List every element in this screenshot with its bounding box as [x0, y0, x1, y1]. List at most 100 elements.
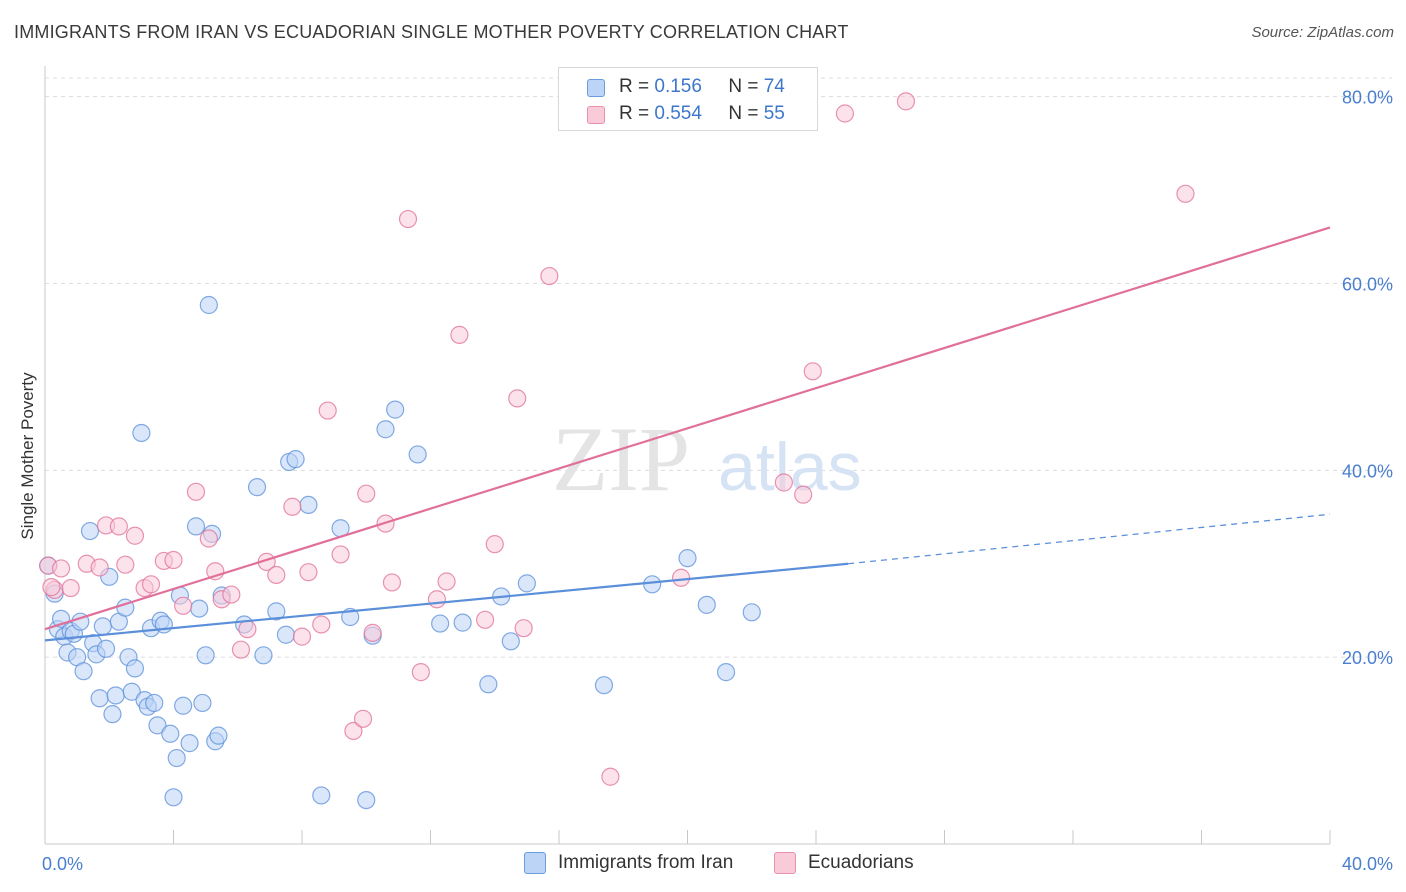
point-ecuadorians	[231, 640, 251, 659]
legend-r-label: R =	[619, 103, 650, 124]
tick-labels: 20.0% 40.0% 60.0% 80.0% 0.0% 40.0%	[42, 88, 1393, 874]
point-iran	[209, 726, 228, 745]
point-iran	[167, 748, 186, 768]
point-iran	[103, 705, 122, 724]
point-iran	[376, 420, 395, 439]
point-iran	[132, 423, 151, 443]
point-ecuadorians	[476, 610, 495, 629]
point-ecuadorians	[450, 325, 469, 344]
point-ecuadorians	[164, 550, 183, 570]
point-iran	[90, 689, 109, 708]
point-ecuadorians	[671, 568, 691, 587]
point-iran	[161, 724, 180, 743]
point-iran	[267, 602, 286, 621]
legend-swatch-ecuadorians	[587, 106, 605, 124]
point-ecuadorians	[357, 484, 376, 503]
point-ecuadorians	[398, 209, 418, 229]
point-iran	[145, 693, 164, 713]
legend-n-value: 55	[763, 103, 785, 124]
point-ecuadorians	[896, 92, 916, 111]
point-ecuadorians	[125, 526, 145, 545]
point-ecuadorians	[42, 578, 61, 597]
point-ecuadorians	[109, 517, 128, 536]
point-iran	[678, 549, 697, 568]
point-ecuadorians	[318, 401, 337, 420]
point-iran	[742, 603, 761, 622]
watermark-zip: ZIP	[552, 408, 690, 510]
point-iran	[643, 575, 662, 594]
point-iran	[276, 625, 296, 644]
point-ecuadorians	[186, 482, 206, 501]
point-ecuadorians	[1176, 184, 1195, 203]
trend-lines	[44, 226, 1331, 642]
point-ecuadorians	[283, 497, 302, 516]
point-iran	[148, 716, 167, 735]
point-iran	[716, 663, 736, 682]
point-iran	[199, 295, 218, 315]
point-ecuadorians	[312, 615, 331, 634]
point-ecuadorians	[437, 572, 456, 591]
point-ecuadorians	[427, 590, 447, 609]
point-iran	[190, 599, 209, 618]
point-ecuadorians	[51, 559, 71, 578]
point-ecuadorians	[485, 535, 504, 554]
point-iran	[357, 790, 376, 810]
trend-line-iran-extrapolated	[848, 513, 1331, 565]
point-iran	[254, 646, 273, 665]
point-iran	[122, 682, 141, 701]
point-ecuadorians	[803, 362, 822, 381]
point-ecuadorians	[61, 578, 80, 598]
point-ecuadorians	[382, 573, 402, 592]
y-tick-label: 80.0%	[1342, 88, 1393, 108]
point-ecuadorians	[222, 585, 241, 604]
point-ecuadorians	[363, 623, 382, 642]
trend-line-ecuadorians	[44, 226, 1331, 631]
point-iran	[180, 734, 199, 753]
point-ecuadorians	[353, 709, 373, 728]
point-iran	[594, 676, 614, 695]
bottom-legend-label-ecuadorians: Ecuadorians	[808, 852, 914, 873]
bottom-legend-swatch-ecuadorians	[774, 852, 796, 874]
point-iran	[386, 400, 405, 419]
point-ecuadorians	[267, 565, 286, 585]
point-ecuadorians	[238, 620, 257, 639]
point-ecuadorians	[199, 529, 218, 548]
point-iran	[299, 495, 318, 515]
chart-title: IMMIGRANTS FROM IRAN VS ECUADORIAN SINGL…	[14, 22, 849, 42]
correlation-legend: R = 0.156 N = 74 R = 0.554 N = 55	[558, 67, 818, 131]
point-iran	[193, 693, 212, 713]
point-iran	[408, 445, 427, 464]
point-ecuadorians	[90, 558, 109, 577]
point-ecuadorians	[174, 596, 193, 615]
point-iran	[174, 696, 193, 715]
point-ecuadorians	[292, 627, 312, 646]
point-iran	[431, 614, 450, 633]
bottom-legend-swatch-iran	[524, 852, 546, 874]
legend-n-label: N =	[728, 76, 759, 97]
point-iran	[286, 450, 305, 469]
point-iran	[96, 639, 116, 658]
bottom-legend-ecuadorians: Ecuadorians	[774, 852, 914, 874]
legend-r-value: 0.554	[654, 103, 702, 124]
point-iran	[479, 675, 498, 694]
point-ecuadorians	[835, 104, 855, 123]
point-ecuadorians	[411, 663, 430, 682]
point-ecuadorians	[331, 545, 350, 564]
point-iran	[196, 646, 215, 665]
point-ecuadorians	[344, 721, 363, 741]
source-label: Source: ZipAtlas.com	[1251, 24, 1394, 41]
point-iran	[80, 521, 100, 541]
point-iran	[74, 662, 93, 681]
x-tick-label: 40.0%	[1342, 854, 1393, 874]
point-iran	[106, 686, 125, 705]
point-ecuadorians	[774, 473, 793, 492]
point-iran	[186, 517, 206, 536]
legend-n-value: 74	[763, 76, 785, 97]
trend-line-iran	[44, 562, 849, 642]
legend-swatch-iran	[587, 79, 605, 97]
legend-n-label: N =	[728, 103, 759, 124]
point-iran	[164, 788, 183, 807]
point-iran	[517, 574, 536, 593]
legend-r-value: 0.156	[654, 76, 702, 97]
